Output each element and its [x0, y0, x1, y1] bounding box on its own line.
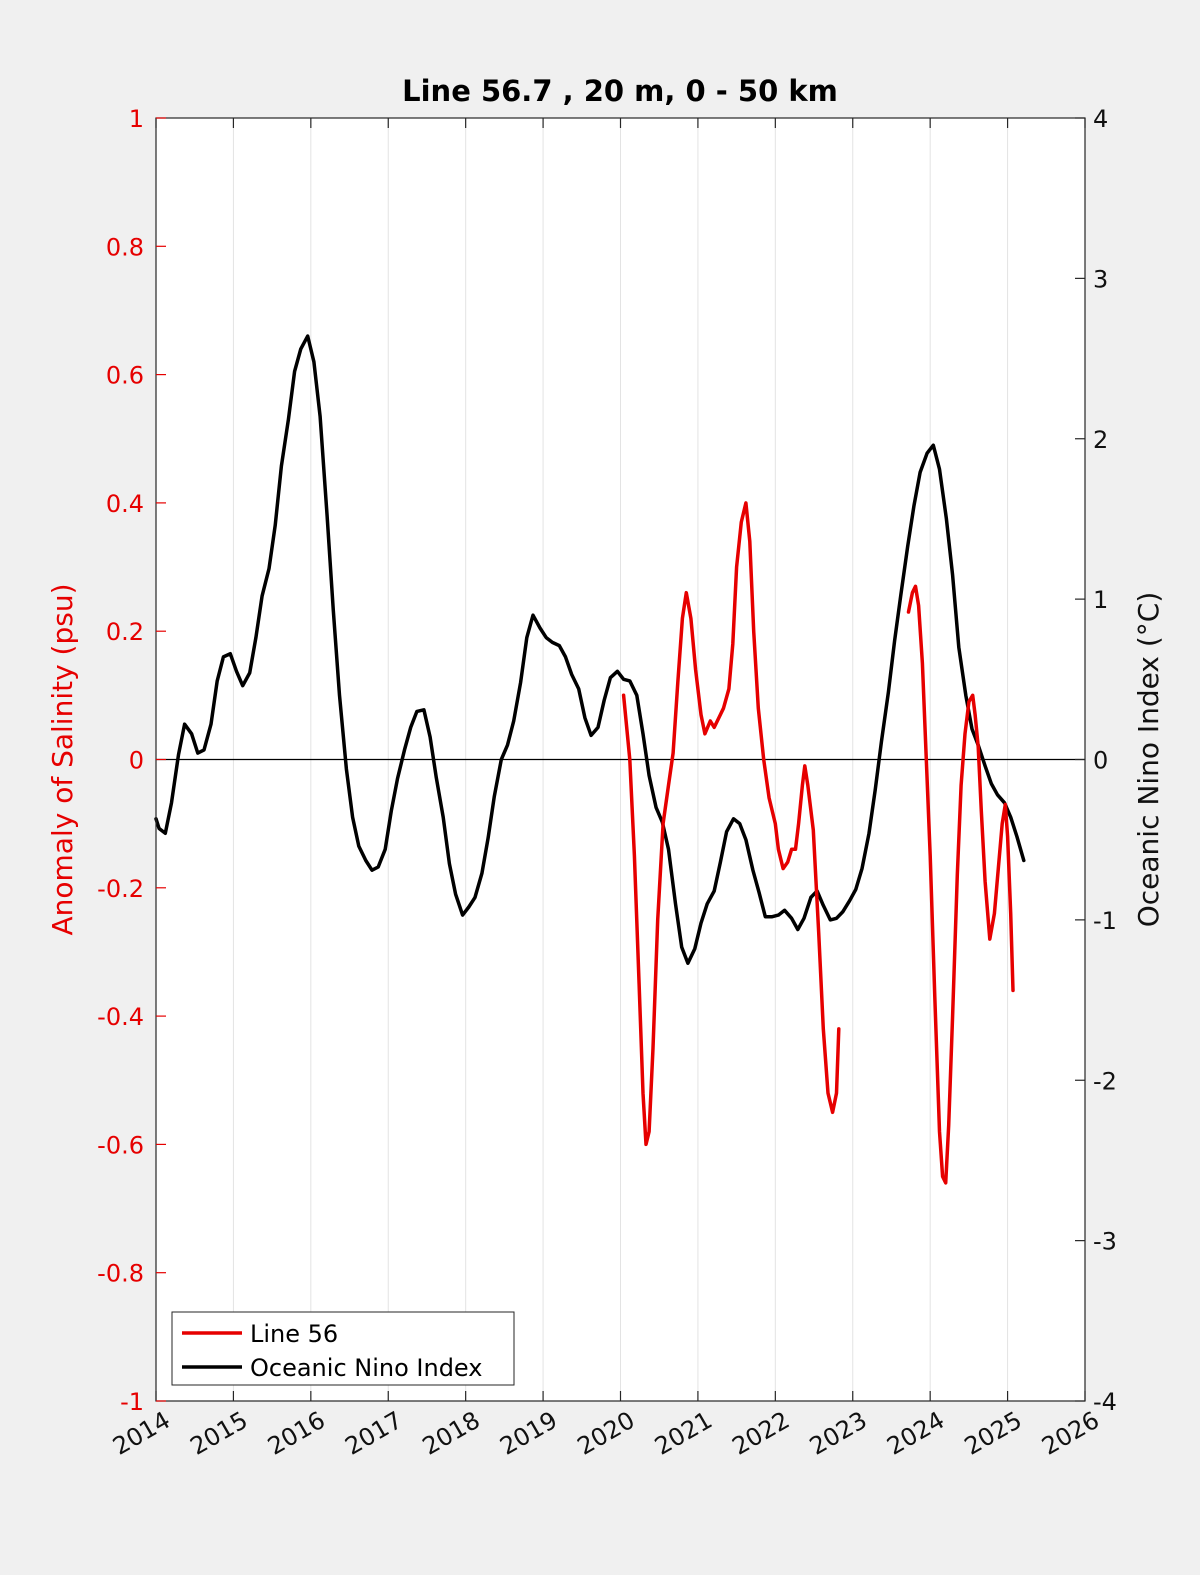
series-line-line-56	[621, 501, 841, 1147]
legend-label-line56: Line 56	[250, 1320, 338, 1348]
y-left-tick-label: 1	[129, 105, 144, 133]
legend-label-oni: Oceanic Nino Index	[250, 1354, 482, 1382]
y-right-tick-label: -2	[1093, 1067, 1117, 1095]
y-left-tick-label: 0.2	[106, 618, 144, 646]
series-line-oceanic-nino-index	[154, 334, 1026, 965]
y-left-tick-label: 0.6	[106, 362, 144, 390]
y-right-tick-label: -4	[1093, 1388, 1117, 1416]
y-right-tick-label: -1	[1093, 907, 1117, 935]
y-left-tick-label: -0.8	[97, 1260, 144, 1288]
y-right-tick-label: -3	[1093, 1228, 1117, 1256]
y-left-tick-label: -0.6	[97, 1131, 144, 1159]
y-left-tick-label: 0.8	[106, 233, 144, 261]
series-line-line-56	[906, 584, 1015, 1185]
y-right-tick-label: 1	[1093, 586, 1108, 614]
y-right-tick-label: 3	[1093, 265, 1108, 293]
y-left-tick-label: -1	[120, 1388, 144, 1416]
y-right-tick-label: 4	[1093, 105, 1108, 133]
legend: Line 56 Oceanic Nino Index	[171, 1311, 515, 1386]
y-left-tick-label: -0.2	[97, 875, 144, 903]
y-right-tick-label: 2	[1093, 426, 1108, 454]
series	[154, 334, 1026, 1185]
y-axis-right-label: Oceanic Nino Index (°C)	[1132, 592, 1165, 928]
y-right-tick-label: 0	[1093, 747, 1108, 775]
legend-box	[171, 1311, 515, 1386]
y-left-tick-label: -0.4	[97, 1003, 144, 1031]
y-left-tick-label: 0.4	[106, 490, 144, 518]
chart-title: Line 56.7 , 20 m, 0 - 50 km	[402, 74, 838, 108]
y-axis-left-label: Anomaly of Salinity (psu)	[46, 583, 79, 935]
y-left-tick-label: 0	[129, 747, 144, 775]
